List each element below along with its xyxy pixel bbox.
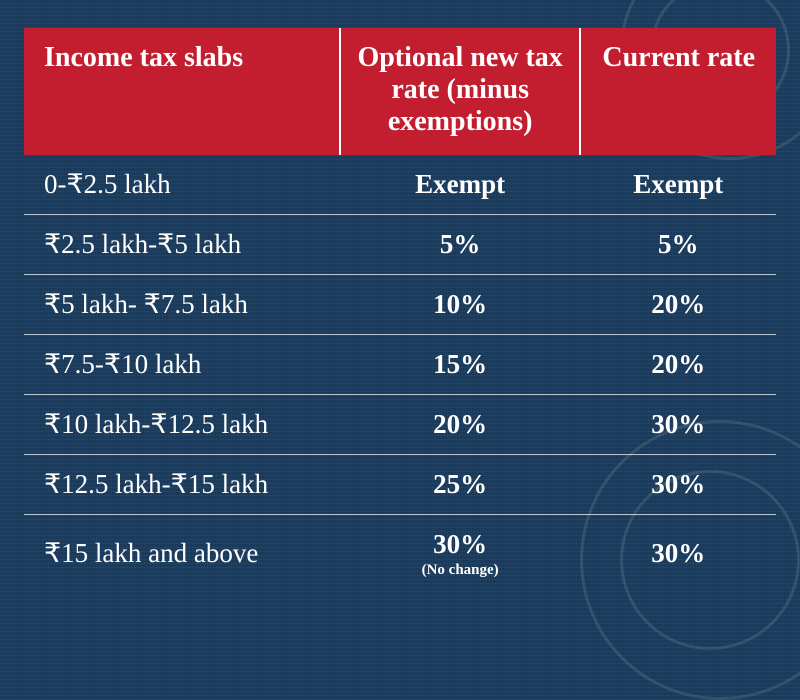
col-header-new-rate: Optional new tax rate (minus exemptions) xyxy=(340,28,581,155)
slab-cell: ₹2.5 lakh-₹5 lakh xyxy=(24,214,340,274)
current-rate-cell: 20% xyxy=(580,274,776,334)
slab-cell: ₹12.5 lakh-₹15 lakh xyxy=(24,454,340,514)
new-rate-cell: 5% xyxy=(340,214,581,274)
col-header-slabs: Income tax slabs xyxy=(24,28,340,155)
table-row: ₹2.5 lakh-₹5 lakh 5% 5% xyxy=(24,214,776,274)
table-row: 0-₹2.5 lakh Exempt Exempt xyxy=(24,155,776,215)
slab-cell: ₹10 lakh-₹12.5 lakh xyxy=(24,394,340,454)
slab-cell: ₹5 lakh- ₹7.5 lakh xyxy=(24,274,340,334)
new-rate-note: (No change) xyxy=(352,562,569,579)
tax-slab-table: Income tax slabs Optional new tax rate (… xyxy=(24,28,776,593)
new-rate-value: 30% xyxy=(433,529,487,559)
new-rate-cell: 30% (No change) xyxy=(340,514,581,593)
current-rate-cell: 30% xyxy=(580,454,776,514)
table-header-row: Income tax slabs Optional new tax rate (… xyxy=(24,28,776,155)
new-rate-cell: 15% xyxy=(340,334,581,394)
table-row: ₹5 lakh- ₹7.5 lakh 10% 20% xyxy=(24,274,776,334)
current-rate-cell: 30% xyxy=(580,514,776,593)
table-row: ₹7.5-₹10 lakh 15% 20% xyxy=(24,334,776,394)
current-rate-cell: 30% xyxy=(580,394,776,454)
col-header-current-rate: Current rate xyxy=(580,28,776,155)
current-rate-cell: 20% xyxy=(580,334,776,394)
current-rate-cell: Exempt xyxy=(580,155,776,215)
table-row: ₹10 lakh-₹12.5 lakh 20% 30% xyxy=(24,394,776,454)
table-row: ₹12.5 lakh-₹15 lakh 25% 30% xyxy=(24,454,776,514)
new-rate-cell: 10% xyxy=(340,274,581,334)
new-rate-cell: 20% xyxy=(340,394,581,454)
current-rate-cell: 5% xyxy=(580,214,776,274)
slab-cell: ₹15 lakh and above xyxy=(24,514,340,593)
new-rate-cell: 25% xyxy=(340,454,581,514)
slab-cell: ₹7.5-₹10 lakh xyxy=(24,334,340,394)
slab-cell: 0-₹2.5 lakh xyxy=(24,155,340,215)
new-rate-cell: Exempt xyxy=(340,155,581,215)
table-row: ₹15 lakh and above 30% (No change) 30% xyxy=(24,514,776,593)
